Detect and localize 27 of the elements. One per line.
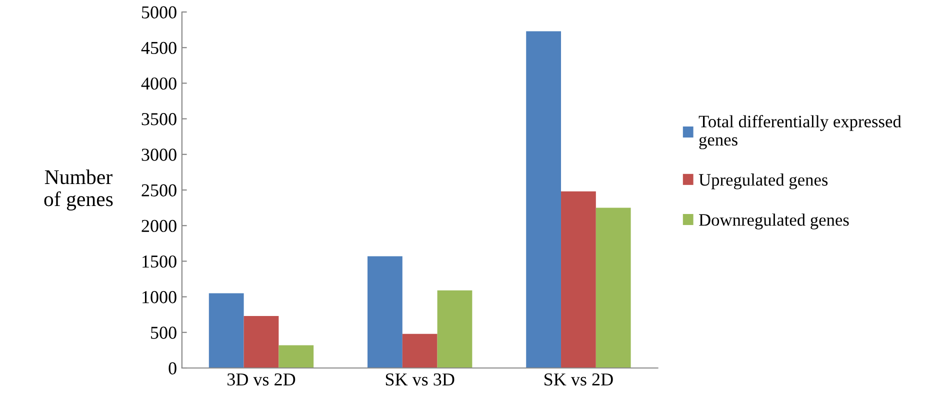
x-tick-label: SK vs 3D xyxy=(386,373,454,386)
y-axis-title: Number of genes xyxy=(44,170,113,210)
legend-label: Upregulated genes xyxy=(698,173,828,190)
bar xyxy=(368,256,402,368)
legend-label: Total differentially expressed genes xyxy=(698,115,902,150)
x-tick-label: 3D vs 2D xyxy=(227,373,296,386)
y-tick-label: 1500 xyxy=(142,255,176,268)
bar xyxy=(208,293,244,368)
y-tick-label: 5000 xyxy=(142,6,176,18)
y-tick-label: 2500 xyxy=(142,184,176,196)
bar xyxy=(526,31,562,368)
y-tick-label: 3000 xyxy=(142,148,176,161)
y-tick-label: 4000 xyxy=(141,77,176,90)
bar xyxy=(402,334,438,368)
y-tick-label: 1000 xyxy=(142,291,176,304)
bar xyxy=(278,345,314,368)
legend-label: Downregulated genes xyxy=(699,214,849,230)
bar xyxy=(437,290,472,368)
x-tick-label: SK vs 2D xyxy=(544,373,613,386)
y-tick-label: 3500 xyxy=(142,113,176,126)
bar xyxy=(244,316,279,368)
y-tick-label: 2000 xyxy=(142,220,176,232)
bar xyxy=(596,208,631,368)
y-tick-label: 4500 xyxy=(141,42,176,54)
y-tick-label: 500 xyxy=(151,326,176,339)
y-tick-label: 0 xyxy=(168,362,176,374)
bar xyxy=(561,191,596,368)
